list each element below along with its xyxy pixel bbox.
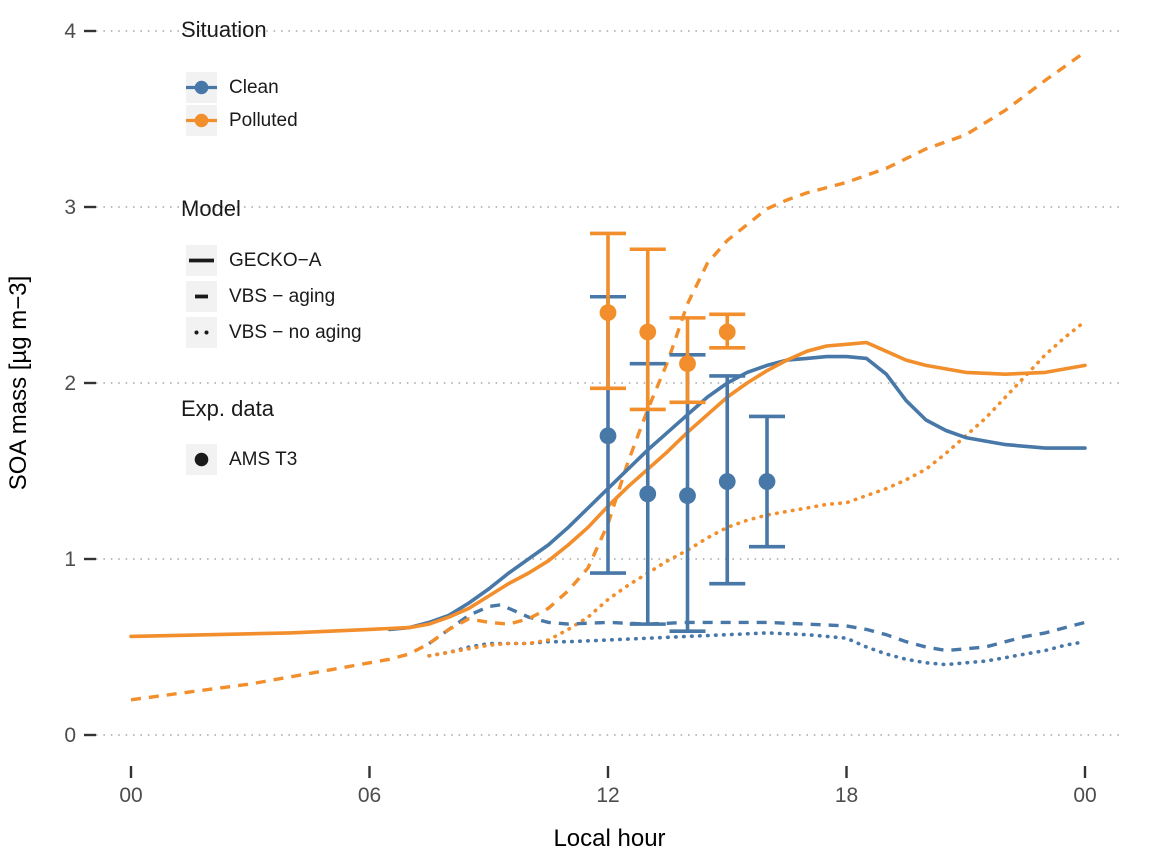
exp-data-point xyxy=(639,485,657,503)
legend-item-polluted: Polluted xyxy=(186,105,298,136)
x-tick-label: 00 xyxy=(1073,784,1096,807)
legend-item-vbs-aging: VBS − aging xyxy=(186,281,335,312)
series-line-gecko-a-clean xyxy=(387,354,1087,632)
series-line-vbs-no-aging-polluted xyxy=(427,319,1087,658)
exp-data-point xyxy=(599,304,617,321)
legend-situation-title: Situation xyxy=(181,17,267,42)
legend-item-ams-t3: AMS T3 xyxy=(186,444,297,475)
errorbars-polluted xyxy=(590,231,746,412)
legend-item-label: VBS − aging xyxy=(229,285,336,307)
clean-point-line-key-icon xyxy=(186,72,217,103)
exp-data-point xyxy=(718,473,736,490)
x-tick-label: 00 xyxy=(119,784,142,807)
y-axis-title: SOA mass [µg m−3] xyxy=(5,276,32,491)
series-line-vbs-aging-polluted xyxy=(130,50,1086,702)
legend-item-label: VBS − no aging xyxy=(229,321,362,343)
exp-data-point xyxy=(679,487,696,505)
exp-points-polluted xyxy=(599,304,736,373)
exp-data-point xyxy=(679,355,696,373)
legend-item-label: AMS T3 xyxy=(229,448,298,470)
y-tick-label: 1 xyxy=(64,548,76,571)
legend-model-title: Model xyxy=(181,196,241,221)
y-tick-label: 0 xyxy=(64,724,76,747)
legend-item-vbs-no-aging: VBS − no aging xyxy=(186,317,362,348)
x-axis: 00 06 12 18 00 Local hour xyxy=(119,766,1097,852)
exp-data-point xyxy=(758,473,776,490)
polluted-point-line-key-icon xyxy=(186,105,217,136)
y-axis: 0 1 2 3 4 xyxy=(64,20,96,747)
y-tick-label: 4 xyxy=(64,20,76,43)
gridlines xyxy=(96,30,1123,736)
legend-exp-data-title: Exp. data xyxy=(181,396,274,421)
y-tick-label: 2 xyxy=(64,372,76,395)
exp-data-point xyxy=(599,427,617,445)
series-line-vbs-no-aging-clean xyxy=(427,631,1087,667)
exp-data-point xyxy=(718,323,736,341)
exp-points-clean xyxy=(599,427,776,505)
legend-item-label: Polluted xyxy=(229,109,298,131)
dashed-line-key-icon xyxy=(186,281,217,312)
exp-data-point xyxy=(639,323,657,341)
x-tick-label: 12 xyxy=(596,784,619,807)
x-tick-label: 06 xyxy=(358,784,381,807)
legend-item-label: Clean xyxy=(229,76,279,98)
solid-line-key-icon xyxy=(186,245,217,276)
legend-item-gecko-a: GECKO−A xyxy=(186,245,321,276)
legend-item-label: GECKO−A xyxy=(229,249,322,271)
legend-item-clean: Clean xyxy=(186,72,279,103)
series-line-vbs-aging-clean xyxy=(428,603,1086,653)
x-axis-title: Local hour xyxy=(553,825,665,852)
dotted-line-key-icon xyxy=(186,317,217,348)
y-tick-label: 3 xyxy=(64,196,76,219)
x-tick-label: 18 xyxy=(835,784,858,807)
black-point-key-icon xyxy=(186,444,217,475)
series-line-gecko-a-polluted xyxy=(129,340,1087,639)
